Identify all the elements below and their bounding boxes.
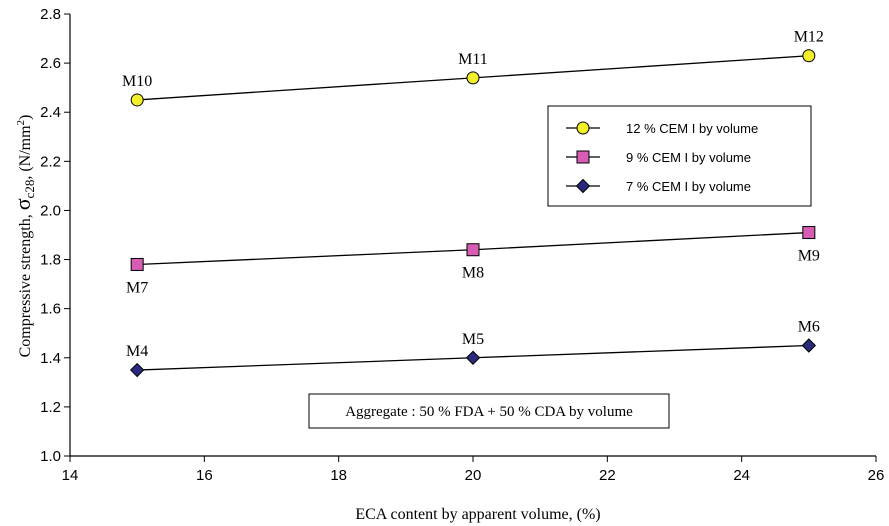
legend-marker: [575, 178, 591, 194]
y-tick-label: 1.0: [40, 448, 61, 465]
legend-marker: [576, 150, 590, 164]
y-tick-label: 1.6: [40, 301, 61, 318]
x-tick-label: 16: [196, 467, 213, 484]
data-point: [465, 350, 481, 365]
point-label: M5: [462, 331, 484, 348]
x-tick-label: 26: [868, 467, 885, 484]
data-point: [130, 257, 144, 271]
y-tick-label: 2.8: [40, 6, 61, 23]
x-tick-label: 14: [62, 467, 79, 484]
data-point: [466, 243, 480, 257]
point-label: M7: [126, 279, 148, 296]
series-diamond: [129, 338, 817, 378]
x-tick-labels: 14 16 18 20 22 24 26: [62, 467, 885, 484]
point-label: M4: [126, 343, 148, 360]
series-group: [129, 49, 817, 378]
x-axis-label: ECA content by apparent volume, (%): [355, 506, 600, 523]
data-point: [802, 49, 816, 63]
x-tick-label: 22: [599, 467, 616, 484]
data-point: [466, 71, 480, 85]
y-tick-label: 2.0: [40, 202, 61, 219]
annotation-text: Aggregate : 50 % FDA + 50 % CDA by volum…: [345, 404, 633, 420]
x-tick-label: 18: [330, 467, 347, 484]
axes: [64, 13, 877, 462]
point-label: M11: [458, 51, 488, 68]
annotation-box: Aggregate : 50 % FDA + 50 % CDA by volum…: [308, 393, 670, 429]
y-tick-label: 1.8: [40, 252, 61, 269]
y-tick-label: 1.4: [40, 350, 61, 367]
point-label: M8: [462, 265, 484, 282]
legend-entry: 7 % CEM I by volume: [626, 179, 751, 194]
point-label: M10: [122, 73, 152, 90]
legend: 12 % CEM I by volume 9 % CEM I by volume 7…: [547, 105, 812, 207]
point-label: M12: [794, 29, 824, 46]
point-label: M9: [798, 248, 820, 265]
x-tick-label: 20: [465, 467, 482, 484]
legend-marker: [576, 121, 590, 135]
y-tick-label: 1.2: [40, 399, 61, 416]
data-point: [129, 362, 145, 378]
data-point: [801, 338, 817, 353]
x-tick-label: 24: [733, 467, 750, 484]
point-labels: M10 M11 M12 M7 M8 M9 M4 M5 M6: [122, 29, 824, 360]
legend-entry: 9 % CEM I by volume: [626, 150, 751, 165]
series-circle: [130, 49, 816, 107]
annotation-border: [308, 393, 670, 429]
data-point: [130, 93, 144, 107]
series-square: [130, 226, 816, 271]
y-tick-label: 2.6: [40, 55, 61, 72]
legend-entry: 12 % CEM I by volume: [626, 121, 758, 136]
y-tick-label: 2.4: [40, 104, 61, 121]
y-tick-label: 2.2: [40, 153, 61, 170]
data-point: [802, 226, 816, 240]
y-tick-labels: 1.0 1.2 1.4 1.6 1.8 2.0 2.2 2.4 2.6 2.8: [40, 6, 61, 465]
y-axis-label: Compressive strength, σc28, (N/mm2): [10, 115, 37, 358]
point-label: M6: [798, 319, 820, 336]
legend-border: [547, 105, 812, 207]
